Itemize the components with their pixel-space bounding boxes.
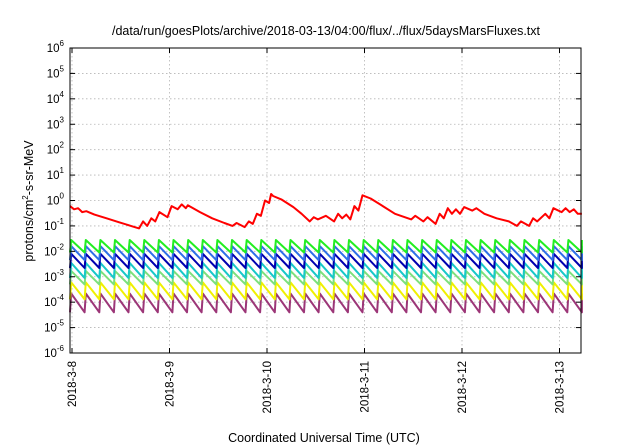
series-line	[69, 245, 583, 262]
y-tick-label: 10-6	[44, 344, 64, 360]
y-axis-label: protons/cm2-s-sr-MeV	[21, 140, 36, 262]
series-line	[69, 261, 583, 279]
y-axis-ticks: 10-6 10-5 10-4 10-3 10-2 10-1 100 101 102 103 104 1…	[44, 39, 581, 360]
y-tick-label: 10-5	[44, 319, 64, 335]
x-tick-label: 2018-3-12	[457, 361, 469, 413]
series-line	[69, 239, 583, 254]
y-tick-label: 106	[47, 39, 65, 55]
y-tick-label: 105	[47, 64, 65, 80]
x-tick-label: 2018-3-11	[360, 361, 372, 413]
y-tick-label: 10-2	[44, 242, 64, 258]
y-tick-label: 10-4	[44, 293, 64, 309]
x-tick-label: 2018-3-10	[262, 361, 274, 413]
y-tick-label: 10-1	[44, 217, 64, 233]
series-line	[69, 269, 583, 286]
series-line	[69, 292, 583, 314]
x-axis-label: Coordinated Universal Time (UTC)	[228, 431, 420, 445]
series-line	[69, 193, 582, 230]
y-tick-label: 104	[47, 90, 65, 106]
y-tick-label: 101	[47, 166, 65, 182]
y-tick-label: 100	[47, 192, 65, 208]
y-tick-label: 10-3	[44, 268, 64, 284]
chart-title: /data/run/goesPlots/archive/2018-03-13/0…	[112, 24, 541, 38]
plot-series	[69, 193, 583, 314]
x-tick-label: 2018-3-9	[165, 361, 177, 407]
series-line	[69, 252, 583, 269]
x-tick-label: 2018-3-8	[67, 361, 79, 407]
y-tick-label: 103	[47, 115, 65, 131]
series-line	[69, 281, 583, 301]
y-tick-label: 102	[47, 141, 65, 157]
x-axis-ticks: 2018-3-8 2018-3-9 2018-3-10 2018-3-11 2018-3…	[67, 48, 567, 413]
x-tick-label: 2018-3-13	[555, 361, 567, 413]
